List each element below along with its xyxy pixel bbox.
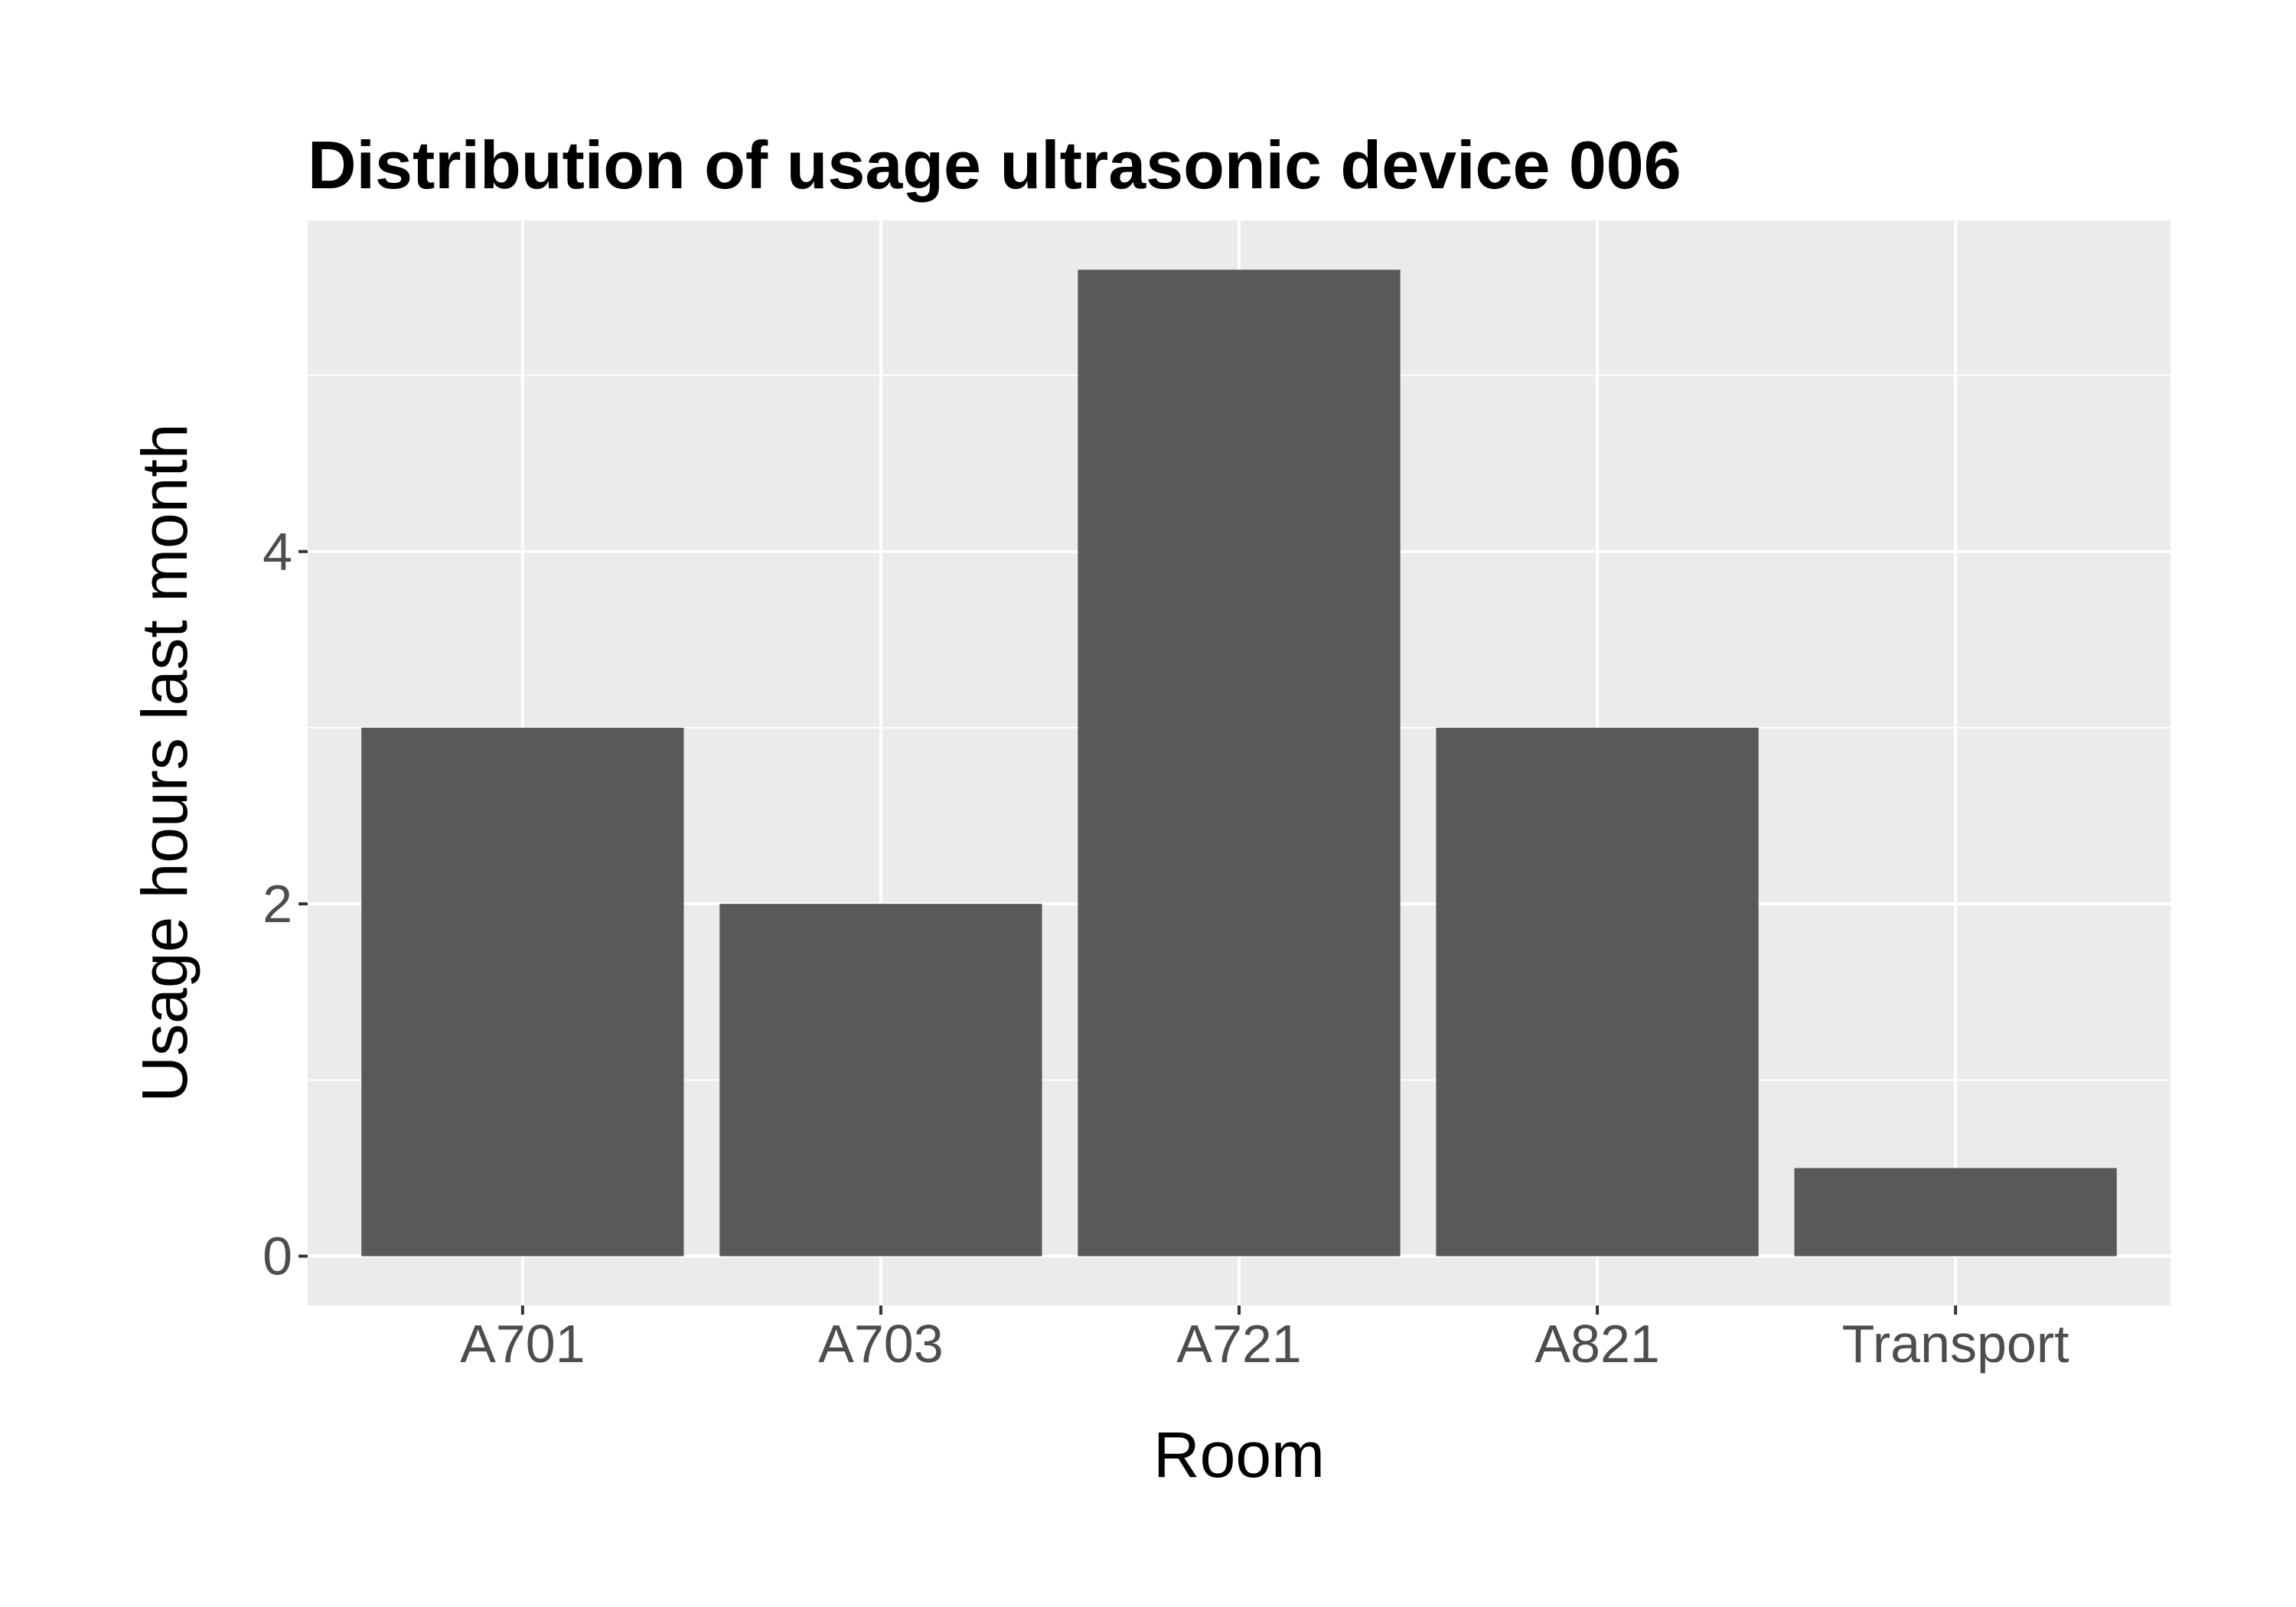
bar-a821 bbox=[1436, 727, 1759, 1257]
x-tick-label: A703 bbox=[818, 1314, 943, 1374]
x-axis: A701 A703 A721 A821 Transport bbox=[460, 1305, 2069, 1374]
chart-title: Distribution of usage ultrasonic device … bbox=[308, 127, 1681, 203]
bar-a703 bbox=[719, 904, 1042, 1257]
y-axis: 0 2 4 bbox=[263, 522, 308, 1286]
bar-transport bbox=[1794, 1168, 2117, 1257]
y-tick-label: 0 bbox=[263, 1227, 292, 1286]
x-tick-label: A701 bbox=[460, 1314, 585, 1374]
x-tick-label: A721 bbox=[1176, 1314, 1301, 1374]
y-tick-label: 4 bbox=[263, 522, 292, 582]
bar-a701 bbox=[361, 727, 684, 1257]
x-axis-title: Room bbox=[1153, 1419, 1325, 1491]
x-tick-label: A821 bbox=[1534, 1314, 1659, 1374]
bars bbox=[361, 269, 2117, 1257]
x-tick-label: Transport bbox=[1842, 1314, 2069, 1374]
bar-a721 bbox=[1078, 269, 1401, 1257]
y-axis-title: Usage hours last month bbox=[129, 423, 201, 1102]
y-tick-label: 2 bbox=[263, 874, 292, 934]
